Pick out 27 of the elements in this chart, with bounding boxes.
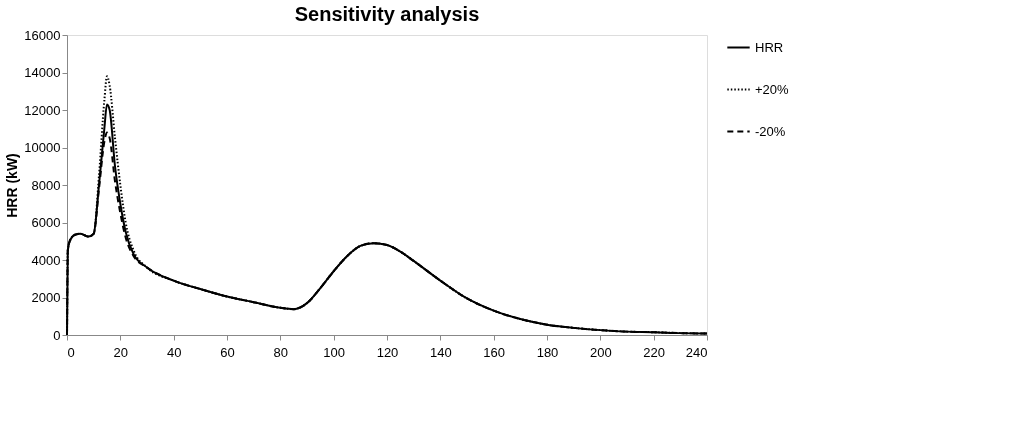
- x-tick-label: 40: [166, 344, 182, 360]
- x-tick-label: 80: [273, 344, 289, 360]
- x-tick-label: 0: [67, 344, 75, 360]
- legend-label: HRR: [755, 39, 784, 55]
- x-tick-label: 240: [685, 344, 708, 360]
- y-axis-title: HRR (kW): [4, 153, 21, 218]
- y-tick-label: 16000: [24, 27, 61, 43]
- x-tick-label: 160: [483, 344, 506, 360]
- y-tick-label: 8000: [31, 177, 61, 193]
- x-tick-label: 20: [113, 344, 129, 360]
- y-tick-label: 10000: [24, 140, 61, 155]
- chart-title: Sensitivity analysis: [294, 3, 480, 25]
- y-tick-label: 0: [53, 327, 61, 343]
- x-tick-label: 220: [643, 344, 666, 360]
- y-tick-label: 14000: [24, 65, 61, 80]
- y-tick-label: 6000: [31, 215, 61, 230]
- y-tick-label: 2000: [31, 290, 61, 305]
- x-tick-label: 120: [376, 344, 399, 360]
- y-tick-label: 12000: [24, 102, 61, 118]
- x-tick-label: 140: [429, 344, 452, 360]
- x-tick-label: 100: [323, 344, 346, 360]
- x-tick-label: 60: [220, 344, 235, 360]
- legend-label: -20%: [755, 123, 786, 139]
- x-tick-label: 200: [589, 344, 612, 360]
- y-tick-label: 4000: [31, 252, 61, 268]
- x-tick-label: 180: [536, 344, 559, 360]
- legend-label: +20%: [755, 81, 790, 97]
